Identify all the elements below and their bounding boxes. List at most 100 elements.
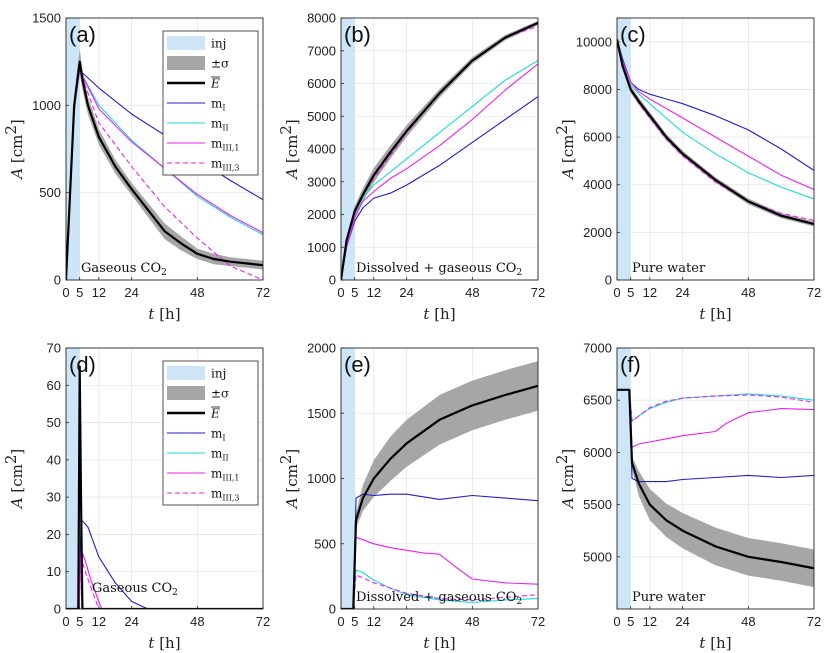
panel-label: (b) — [344, 22, 371, 47]
x-tick-label: 72 — [807, 614, 821, 629]
y-tick-label: 0 — [54, 273, 61, 288]
panel-f: 0 5 12 24 48 72 5000 5500 6000 6500 7000 t [h] A [cm… — [553, 341, 821, 653]
y-tick-label: 8000 — [583, 82, 612, 97]
x-axis-label: t [h] — [699, 305, 731, 323]
axes-frame — [65, 347, 264, 610]
annotation-label: Dissolved + gaseous CO2 — [356, 261, 522, 278]
x-tick-label: 72 — [531, 614, 545, 629]
x-tick-label: 24 — [675, 285, 689, 300]
x-tick-label: 24 — [124, 614, 138, 629]
annotation-label: Gaseous CO2 — [81, 261, 167, 278]
panel-c: 0 5 12 24 48 72 0 2000 4000 6000 8000 10000 t [h] A [… — [553, 17, 821, 323]
panel-b: 0 5 12 24 48 72 0 1000 2000 3000 4000 5000 6000 7000 8… — [277, 11, 545, 324]
panel-label: (f) — [620, 352, 641, 377]
plot-content — [341, 348, 538, 609]
legend-label-inj: inj — [211, 37, 226, 51]
sigma-band — [66, 49, 263, 280]
annotation-label: Pure water — [632, 261, 706, 276]
sigma-band — [341, 361, 538, 609]
x-tick-label: 0 — [337, 285, 344, 300]
x-tick-label: 48 — [190, 285, 204, 300]
legend-label-E: E — [210, 77, 220, 91]
axes-frame — [616, 17, 815, 281]
plot-content — [617, 348, 814, 609]
legend-key-inj — [167, 36, 205, 50]
y-tick-label: 0 — [329, 273, 336, 288]
x-tick-label: 24 — [675, 614, 689, 629]
x-tick-label: 5 — [76, 285, 83, 300]
y-tick-label: 20 — [47, 527, 61, 542]
x-tick-label: 0 — [613, 614, 620, 629]
panel-a: 0 5 12 24 48 72 0 500 1000 1500 t [h] A [cm2] (a) Gas… — [2, 11, 270, 324]
x-tick-label: 5 — [76, 614, 83, 629]
y-tick-label: 1500 — [307, 406, 336, 421]
legend-key-sigma — [167, 56, 205, 70]
x-tick-label: 0 — [62, 285, 69, 300]
mean-line — [66, 365, 263, 609]
y-tick-label: 1000 — [307, 471, 336, 486]
series-line-mIII1 — [341, 63, 538, 280]
x-tick-label: 5 — [627, 614, 634, 629]
panel-label: (d) — [69, 352, 96, 377]
legend-label-sigma: ±σ — [211, 387, 229, 401]
y-tick-label: 500 — [314, 536, 336, 551]
x-tick-label: 12 — [367, 614, 381, 629]
mean-line — [341, 21, 538, 280]
mean-line — [617, 388, 814, 570]
injection-band — [617, 18, 631, 280]
x-tick-label: 48 — [741, 285, 755, 300]
panel-e: 0 5 12 24 48 72 0 500 1000 1500 2000 t [h] A [cm2] (e… — [277, 341, 545, 653]
axes-frame — [616, 347, 815, 610]
sigma-band — [617, 389, 814, 588]
y-tick-label: 30 — [47, 490, 61, 505]
y-tick-label: 7000 — [583, 341, 612, 356]
series-line-mI — [341, 96, 538, 280]
x-tick-label: 24 — [399, 285, 413, 300]
y-tick-label: 40 — [47, 452, 61, 467]
legend-label-inj: inj — [211, 367, 226, 381]
series-line-mII — [617, 39, 814, 200]
x-axis-label: t [h] — [423, 634, 455, 652]
y-tick-label: 2000 — [307, 341, 336, 356]
injection-band — [341, 348, 355, 609]
y-axis-label: A [cm2] — [277, 449, 301, 511]
y-tick-label: 6000 — [307, 76, 336, 91]
y-tick-label: 10 — [47, 564, 61, 579]
x-tick-label: 0 — [62, 614, 69, 629]
y-tick-label: 0 — [54, 602, 61, 617]
annotation-label: Gaseous CO2 — [92, 581, 178, 598]
series-line-mIII3 — [341, 574, 538, 609]
y-tick-label: 5000 — [583, 549, 612, 564]
y-tick-label: 5500 — [583, 497, 612, 512]
legend-key-inj — [167, 366, 205, 380]
y-axis-label: A [cm2] — [553, 449, 577, 511]
legend-label-mI: mI — [211, 427, 226, 443]
injection-band — [341, 18, 355, 280]
y-tick-label: 7000 — [307, 43, 336, 58]
x-axis-label: t [h] — [148, 634, 180, 652]
injection-band — [66, 348, 80, 609]
x-tick-label: 0 — [337, 614, 344, 629]
x-tick-label: 48 — [465, 285, 479, 300]
y-tick-label: 2000 — [307, 207, 336, 222]
y-tick-label: 6000 — [583, 445, 612, 460]
legend-key-sigma — [167, 386, 205, 400]
x-tick-label: 12 — [92, 285, 106, 300]
panel-label: (e) — [344, 352, 371, 377]
y-tick-label: 1000 — [32, 98, 61, 113]
x-tick-label: 48 — [465, 614, 479, 629]
x-axis-label: t [h] — [423, 305, 455, 323]
y-tick-label: 8000 — [307, 11, 336, 26]
annotation-label: Dissolved + gaseous CO2 — [356, 590, 522, 607]
y-tick-label: 0 — [605, 273, 612, 288]
x-tick-label: 72 — [531, 285, 545, 300]
x-tick-label: 12 — [367, 285, 381, 300]
x-tick-label: 12 — [643, 285, 657, 300]
mean-line — [341, 384, 538, 609]
y-axis-label: A [cm2] — [2, 119, 26, 181]
x-tick-label: 72 — [256, 285, 270, 300]
x-tick-label: 72 — [807, 285, 821, 300]
